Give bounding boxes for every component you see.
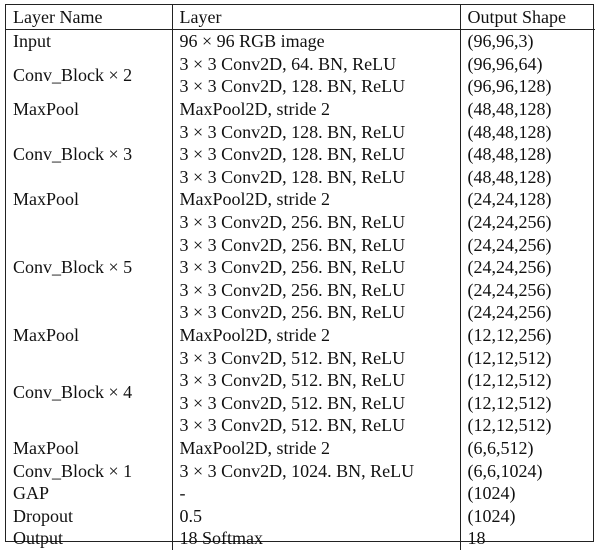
architecture-table-frame: Layer Name Layer Output Shape Input 96 × … <box>5 4 595 550</box>
output-shape-cell: (24,24,128) <box>459 188 595 211</box>
output-shape-cell: 18 <box>459 527 595 550</box>
output-shape-cell: (1024) <box>459 481 595 505</box>
layer-cell: 3 × 3 Conv2D, 128. BN, ReLU <box>171 75 460 98</box>
output-shape-cell: (96,96,3) <box>459 29 595 53</box>
table-row: 3 × 3 Conv2D, 512. BN, ReLU (12,12,512) <box>6 414 595 437</box>
table-row: 3 × 3 Conv2D, 128. BN, ReLU (48,48,128) <box>6 165 595 189</box>
output-shape-cell: (96,96,128) <box>459 75 595 98</box>
layer-cell: 3 × 3 Conv2D, 128. BN, ReLU <box>171 165 460 189</box>
layer-cell: MaxPool2D, stride 2 <box>171 188 460 211</box>
layer-name-cell: Input <box>13 31 51 52</box>
layer-cell: - <box>171 481 460 505</box>
table-row: Dropout 0.5 (1024) <box>6 504 595 528</box>
table-row: 3 × 3 Conv2D, 128. BN, ReLU (48,48,128) <box>6 142 595 166</box>
layer-name-cell: MaxPool <box>13 189 80 210</box>
table-row: Conv_Block × 2 3 × 3 Conv2D, 64. BN, ReLU… <box>6 52 595 85</box>
table-row: 3 × 3 Conv2D, 128. BN, ReLU (96,96,128) <box>6 75 595 98</box>
header-layer: Layer <box>171 5 460 30</box>
layer-cell: 3 × 3 Conv2D, 512. BN, ReLU <box>171 346 460 369</box>
output-shape-cell: (48,48,128) <box>459 97 595 121</box>
layer-name-cell: Conv_Block × 5 <box>13 257 133 278</box>
output-shape-cell: (96,96,64) <box>459 52 595 76</box>
layer-name-cell: MaxPool <box>13 437 80 458</box>
layer-cell: 3 × 3 Conv2D, 512. BN, ReLU <box>171 368 460 392</box>
layer-name-cell: MaxPool <box>13 99 80 120</box>
header-output-shape: Output Shape <box>459 5 595 30</box>
output-shape-cell: (12,12,512) <box>459 346 595 369</box>
output-shape-cell: (48,48,128) <box>459 120 595 143</box>
table-row: 3 × 3 Conv2D, 256. BN, ReLU (24,24,256) <box>6 233 595 256</box>
layer-cell: 3 × 3 Conv2D, 128. BN, ReLU <box>171 120 460 143</box>
output-shape-cell: (12,12,512) <box>459 414 595 437</box>
output-shape-cell: (12,12,512) <box>459 368 595 392</box>
layer-cell: 3 × 3 Conv2D, 256. BN, ReLU <box>171 278 460 302</box>
table-row: Output 18 Softmax 18 <box>6 527 595 550</box>
table-row: Input 96 × 96 RGB image (96,96,3) <box>6 29 595 53</box>
layer-cell: MaxPool2D, stride 2 <box>171 97 460 121</box>
layer-cell: 3 × 3 Conv2D, 1024. BN, ReLU <box>171 459 460 482</box>
output-shape-cell: (24,24,256) <box>459 255 595 279</box>
table-body: Input 96 × 96 RGB image (96,96,3) Conv_Bloc… <box>6 29 595 550</box>
architecture-table: Layer Name Layer Output Shape Input 96 × … <box>6 5 595 550</box>
layer-cell: 3 × 3 Conv2D, 256. BN, ReLU <box>171 210 460 234</box>
layer-name-cell: Conv_Block × 4 <box>13 381 133 402</box>
layer-cell: 3 × 3 Conv2D, 256. BN, ReLU <box>171 233 460 256</box>
output-shape-cell: (24,24,256) <box>459 210 595 234</box>
header-row: Layer Name Layer Output Shape <box>6 5 595 30</box>
layer-name-cell: MaxPool <box>13 325 80 346</box>
table-row: 3 × 3 Conv2D, 256. BN, ReLU (24,24,256) <box>6 301 595 324</box>
output-shape-cell: (24,24,256) <box>459 301 595 324</box>
layer-cell: 0.5 <box>171 504 460 528</box>
layer-name-cell: Dropout <box>13 505 73 526</box>
layer-cell: MaxPool2D, stride 2 <box>171 436 460 460</box>
layer-cell: 3 × 3 Conv2D, 256. BN, ReLU <box>171 301 460 324</box>
layer-cell: 3 × 3 Conv2D, 64. BN, ReLU <box>171 52 460 76</box>
table-row: 3 × 3 Conv2D, 256. BN, ReLU (24,24,256) <box>6 278 595 302</box>
layer-cell: 18 Softmax <box>171 527 460 550</box>
layer-name-cell: Conv_Block × 1 <box>13 460 133 481</box>
layer-cell: MaxPool2D, stride 2 <box>171 323 460 347</box>
table-row: MaxPool MaxPool2D, stride 2 (12,12,256) <box>6 323 595 347</box>
output-shape-cell: (6,6,1024) <box>459 459 595 482</box>
layer-name-cell: GAP <box>13 483 50 504</box>
output-shape-cell: (6,6,512) <box>459 436 595 460</box>
output-shape-cell: (48,48,128) <box>459 165 595 189</box>
table-row: MaxPool MaxPool2D, stride 2 (24,24,128) <box>6 188 595 211</box>
table-row: Conv_Block × 1 3 × 3 Conv2D, 1024. BN, Re… <box>6 459 595 482</box>
output-shape-cell: (12,12,256) <box>459 323 595 347</box>
layer-cell: 3 × 3 Conv2D, 128. BN, ReLU <box>171 142 460 166</box>
table-row: MaxPool MaxPool2D, stride 2 (48,48,128) <box>6 97 595 121</box>
table-row: 3 × 3 Conv2D, 512. BN, ReLU (12,12,512) <box>6 368 595 392</box>
table-row: GAP - (1024) <box>6 481 595 505</box>
table-row: 3 × 3 Conv2D, 256. BN, ReLU (24,24,256) <box>6 255 595 279</box>
output-shape-cell: (48,48,128) <box>459 142 595 166</box>
header-layer-name: Layer Name <box>6 5 172 30</box>
output-shape-cell: (24,24,256) <box>459 278 595 302</box>
layer-cell: 96 × 96 RGB image <box>171 29 460 53</box>
table-row: MaxPool MaxPool2D, stride 2 (6,6,512) <box>6 436 595 460</box>
output-shape-cell: (1024) <box>459 504 595 528</box>
layer-name-cell: Conv_Block × 3 <box>13 144 133 165</box>
layer-cell: 3 × 3 Conv2D, 512. BN, ReLU <box>171 391 460 415</box>
table-row: 3 × 3 Conv2D, 512. BN, ReLU (12,12,512) <box>6 391 595 415</box>
layer-cell: 3 × 3 Conv2D, 256. BN, ReLU <box>171 255 460 279</box>
output-shape-cell: (24,24,256) <box>459 233 595 256</box>
layer-name-cell: Conv_Block × 2 <box>13 65 133 86</box>
layer-cell: 3 × 3 Conv2D, 512. BN, ReLU <box>171 414 460 437</box>
output-shape-cell: (12,12,512) <box>459 391 595 415</box>
layer-name-cell: Output <box>13 528 64 549</box>
